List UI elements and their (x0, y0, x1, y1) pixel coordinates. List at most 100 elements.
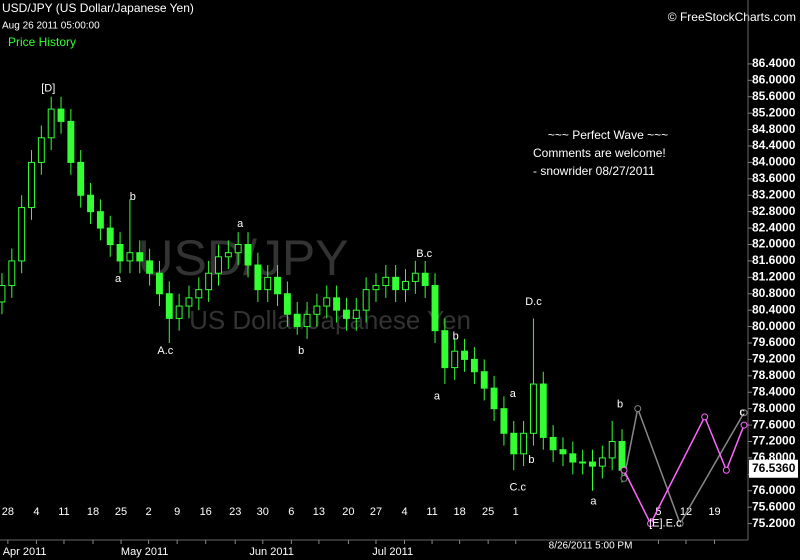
x-tick-label: 1 (513, 506, 519, 518)
x-tick-label: 9 (174, 506, 180, 518)
candle-body (224, 252, 232, 258)
candle-body (618, 440, 626, 471)
y-tick-label: 86.0000 (752, 73, 796, 87)
candle-body (28, 161, 35, 209)
projection-point (701, 413, 709, 421)
x-tick-label: 4 (401, 506, 407, 518)
x-tick-label: 11 (426, 506, 437, 518)
x-tick-label: 25 (115, 506, 127, 518)
y-tick-label: 84.0000 (752, 155, 796, 169)
candle-body (490, 387, 498, 410)
wave-label: B.c (416, 248, 432, 260)
wave-label: c (739, 407, 745, 419)
x-tick-label: 25 (482, 506, 494, 518)
candle-body (382, 276, 390, 287)
wave-label: C.c (509, 481, 526, 493)
candle-body (333, 297, 341, 311)
y-tick-label: 84.8000 (752, 122, 796, 136)
x-tick-label: 20 (342, 506, 354, 518)
cursor-label: 8/26/2011 5:00 PM (549, 541, 633, 552)
y-tick-label: 85.2000 (752, 105, 796, 119)
candle-body (18, 207, 26, 262)
candle-body (549, 436, 557, 451)
x-tick-label: 5 (655, 506, 661, 518)
candle-body (283, 293, 291, 315)
y-tick-label: 78.0000 (752, 401, 796, 415)
candle-body (47, 108, 55, 139)
projection-point (634, 405, 642, 413)
candle-body (431, 285, 439, 332)
y-tick-label: 77.6000 (752, 417, 796, 431)
candle-body (165, 293, 173, 319)
panel-title: Price History (8, 35, 76, 49)
y-tick-label: 82.4000 (752, 220, 796, 234)
y-tick-label: 78.8000 (752, 368, 796, 382)
wave-label: a (115, 273, 122, 285)
symbol-title: USD/JPY (US Dollar/Japanese Yen) (2, 1, 194, 15)
brand: © FreeStockCharts.com (668, 10, 796, 24)
candle-body (77, 161, 85, 196)
candle-body (510, 432, 518, 455)
wave-label: b (453, 331, 459, 343)
candle-body (175, 305, 183, 319)
wave-label: a (237, 218, 244, 230)
comment-line: - snowrider 08/27/2011 (533, 164, 655, 178)
x-tick-label: 13 (313, 506, 325, 518)
wave-label: [E].E.c (649, 517, 682, 529)
x-tick-label: 28 (2, 506, 14, 518)
y-tick-label: 75.6000 (752, 499, 796, 513)
candle-body (392, 276, 400, 291)
candle-body (274, 276, 281, 295)
x-tick-label: 16 (200, 506, 212, 518)
candle-body (520, 432, 528, 455)
projection-line (623, 405, 745, 526)
x-tick-label: 23 (229, 506, 241, 518)
x-tick-label: 6 (288, 506, 294, 518)
projection-point (740, 421, 748, 429)
y-tick-label: 83.6000 (752, 171, 796, 185)
y-tick-label: 76.0000 (752, 483, 796, 497)
comment-line: ~~~ Perfect Wave ~~~ (548, 128, 668, 142)
timestamp: Aug 26 2011 05:00:00 (2, 21, 100, 32)
comment-line: Comments are welcome! (533, 146, 666, 160)
x-tick-label: 4 (33, 506, 39, 518)
candle-body (461, 350, 468, 360)
y-tick-label: 81.2000 (752, 270, 796, 284)
wave-label: a (510, 388, 517, 400)
projection-point (620, 474, 628, 482)
wave-label: b (130, 191, 136, 203)
candle-body (480, 371, 488, 389)
y-tick-label: 79.6000 (752, 335, 796, 349)
candle-body (215, 256, 222, 274)
candle-body (136, 252, 144, 262)
x-tick-label: 18 (87, 506, 99, 518)
candle-body (579, 461, 587, 464)
month-label: Apr 2011 (3, 546, 47, 558)
y-tick-label: 82.0000 (752, 237, 796, 251)
candle-body (264, 276, 272, 291)
y-tick-label: 80.4000 (752, 302, 796, 316)
candle-body (451, 350, 459, 369)
candle-body (87, 194, 94, 213)
y-tick-label: 75.2000 (752, 516, 796, 530)
projection-point (722, 466, 730, 474)
candle-body (402, 280, 409, 291)
wave-label: b (617, 398, 623, 410)
y-tick-label: 80.8000 (752, 286, 796, 300)
x-tick-label: 19 (708, 506, 720, 518)
wave-label: b (298, 345, 304, 357)
y-tick-label: 77.2000 (752, 434, 796, 448)
candle-body (37, 137, 45, 163)
candle-body (539, 383, 547, 438)
candle-body (0, 285, 6, 303)
y-tick-label: 78.4000 (752, 384, 796, 398)
y-tick-label: 81.6000 (752, 253, 796, 267)
month-label: Jul 2011 (372, 546, 413, 558)
candle-body (362, 289, 370, 311)
projection-point (620, 466, 628, 474)
wave-label: A.c (157, 345, 173, 357)
candle-body (234, 243, 242, 254)
wave-label: a (434, 390, 441, 402)
y-tick-label: 80.0000 (752, 319, 796, 333)
